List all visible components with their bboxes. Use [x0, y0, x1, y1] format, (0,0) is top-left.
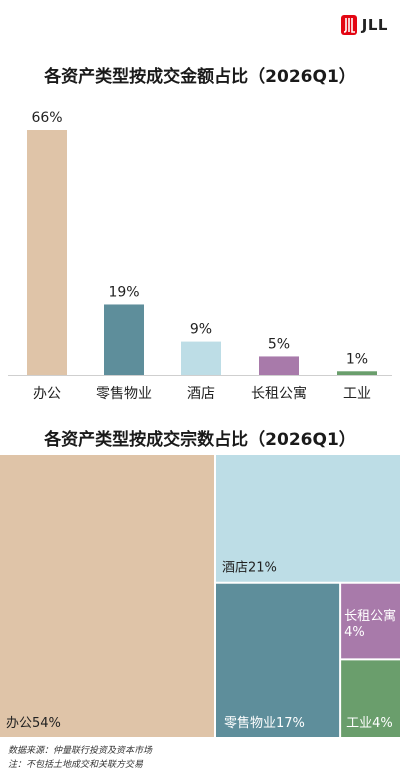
jll-logo-mark-icon [340, 15, 357, 35]
bar-0 [27, 130, 67, 375]
treemap-label-3: 长租公寓 4% [344, 608, 396, 640]
treemap-label-4: 工业4% [346, 716, 393, 731]
source-note: 数据来源：仲量联行投资及资本市场 [8, 746, 153, 756]
category-label-3: 长租公寓 [251, 385, 307, 402]
treemap-chart: 办公54% 酒店21% 零售物业17% 长租公寓 4% 工业4% [0, 455, 400, 737]
treemap-cell-2 [216, 583, 340, 737]
data-label-3: 5% [268, 336, 290, 352]
treemap-title: 各资产类型按成交宗数占比（2026Q1） [44, 430, 356, 450]
treemap-label-2: 零售物业17% [224, 715, 305, 731]
treemap-cell-3 [341, 583, 400, 659]
data-label-1: 19% [108, 284, 139, 300]
data-label-2: 9% [190, 322, 212, 338]
bar-2 [181, 341, 221, 375]
data-label-0: 66% [31, 110, 62, 126]
treemap-cell-0 [0, 455, 214, 737]
logo-text: JLL [361, 16, 388, 34]
category-label-2: 酒店 [187, 386, 215, 402]
data-label-4: 1% [346, 351, 368, 367]
bar-4 [337, 371, 377, 375]
bar-chart-title: 各资产类型按成交金额占比（2026Q1） [44, 67, 356, 87]
treemap-label-line: 4% [344, 625, 365, 640]
bar-3 [259, 356, 299, 375]
category-label-1: 零售物业 [96, 386, 152, 402]
treemap-cell-4 [341, 660, 400, 737]
category-label-4: 工业 [343, 386, 371, 402]
treemap-label-line: 长租公寓 [344, 608, 396, 624]
jll-logo: JLL [340, 14, 388, 36]
treemap-cell-1 [216, 455, 400, 582]
treemap-label-0: 办公54% [6, 716, 61, 731]
bar-1 [104, 304, 144, 375]
bar-chart: 66% 办公 19% 零售物业 9% 酒店 5% 长租公寓 1% 工业 [8, 110, 392, 402]
category-label-0: 办公 [33, 386, 61, 402]
exclusion-note: 注：不包括土地成交和关联方交易 [8, 760, 144, 770]
treemap-label-1: 酒店21% [222, 561, 277, 576]
